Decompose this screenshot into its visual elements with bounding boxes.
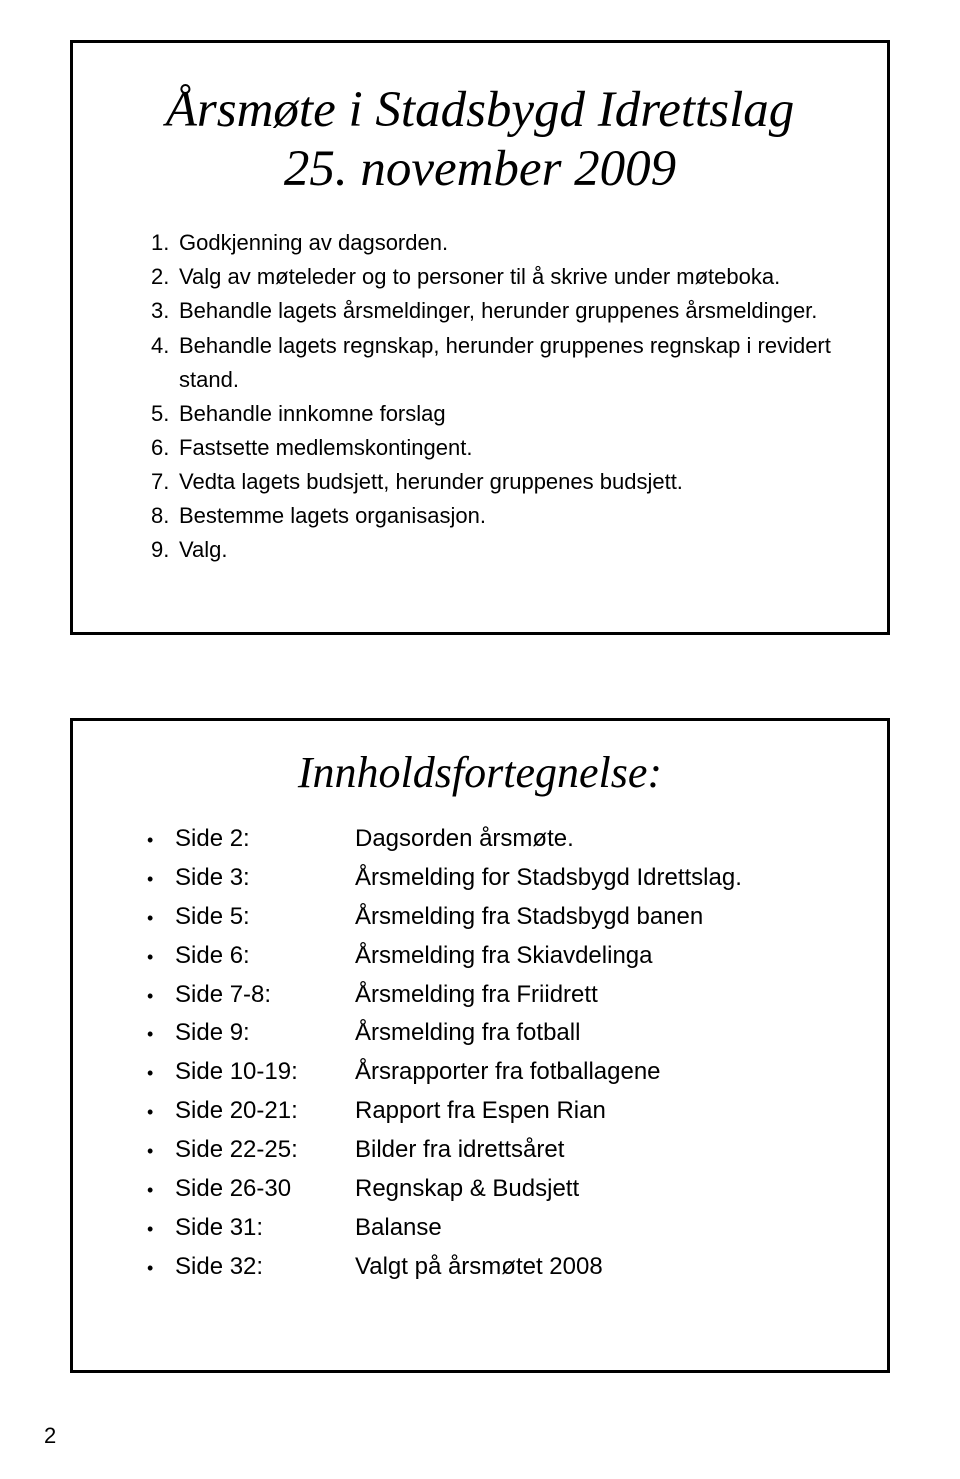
toc-item: Side 10-19:Årsrapporter fra fotballagene [147, 1053, 857, 1092]
toc-title: Innholdsfortegnelse: [103, 747, 857, 798]
toc-desc: Valgt på årsmøtet 2008 [355, 1248, 603, 1287]
title-line-2: 25. november 2009 [284, 141, 676, 197]
bullet-icon [147, 1131, 175, 1170]
toc-desc: Årsrapporter fra fotballagene [355, 1053, 661, 1092]
agenda-item: 3.Behandle lagets årsmeldinger, herunder… [145, 294, 843, 328]
bullet-icon [147, 1248, 175, 1287]
agenda-item-text: Valg av møteleder og to personer til å s… [179, 260, 780, 294]
toc-page: Side 2: [175, 820, 355, 859]
agenda-item: 7.Vedta lagets budsjett, herunder gruppe… [145, 465, 843, 499]
toc-item: Side 31:Balanse [147, 1209, 857, 1248]
toc-page: Side 10-19: [175, 1053, 355, 1092]
agenda-item-text: Bestemme lagets organisasjon. [179, 499, 486, 533]
toc-desc: Bilder fra idrettsåret [355, 1131, 564, 1170]
toc-box: Innholdsfortegnelse: Side 2:Dagsorden år… [70, 718, 890, 1373]
toc-desc: Årsmelding fra fotball [355, 1014, 580, 1053]
agenda-item: 5.Behandle innkomne forslag [145, 397, 843, 431]
toc-item: Side 9:Årsmelding fra fotball [147, 1014, 857, 1053]
agenda-item-number: 6. [151, 431, 179, 465]
bullet-icon [147, 859, 175, 898]
bullet-icon [147, 1053, 175, 1092]
toc-page: Side 22-25: [175, 1131, 355, 1170]
agenda-item: 6.Fastsette medlemskontingent. [145, 431, 843, 465]
toc-item: Side 6:Årsmelding fra Skiavdelinga [147, 937, 857, 976]
toc-desc: Årsmelding fra Stadsbygd banen [355, 898, 703, 937]
toc-desc: Balanse [355, 1209, 442, 1248]
toc-page: Side 26-30 [175, 1170, 355, 1209]
toc-desc: Årsmelding for Stadsbygd Idrettslag. [355, 859, 742, 898]
bullet-icon [147, 1092, 175, 1131]
toc-page: Side 9: [175, 1014, 355, 1053]
bullet-icon [147, 976, 175, 1015]
bullet-icon [147, 898, 175, 937]
bullet-icon [147, 1014, 175, 1053]
agenda-item-number: 2. [151, 260, 179, 294]
agenda-item: 9.Valg. [145, 533, 843, 567]
toc-item: Side 7-8:Årsmelding fra Friidrett [147, 976, 857, 1015]
toc-page: Side 3: [175, 859, 355, 898]
toc-item: Side 22-25:Bilder fra idrettsåret [147, 1131, 857, 1170]
agenda-item: 4.Behandle lagets regnskap, herunder gru… [145, 329, 843, 397]
toc-page: Side 7-8: [175, 976, 355, 1015]
agenda-item-text: Godkjenning av dagsorden. [179, 226, 448, 260]
agenda-item-number: 5. [151, 397, 179, 431]
agenda-item-text: Vedta lagets budsjett, herunder gruppene… [179, 465, 683, 499]
agenda-item-text: Behandle lagets årsmeldinger, herunder g… [179, 294, 817, 328]
agenda-item: 2.Valg av møteleder og to personer til å… [145, 260, 843, 294]
bullet-icon [147, 1209, 175, 1248]
bullet-icon [147, 937, 175, 976]
title-line-1: Årsmøte i Stadsbygd Idrettslag [166, 82, 795, 138]
toc-desc: Regnskap & Budsjett [355, 1170, 579, 1209]
toc-page: Side 5: [175, 898, 355, 937]
toc-page: Side 6: [175, 937, 355, 976]
toc-page: Side 31: [175, 1209, 355, 1248]
agenda-box: Årsmøte i Stadsbygd Idrettslag 25. novem… [70, 40, 890, 635]
bullet-icon [147, 820, 175, 859]
toc-item: Side 5:Årsmelding fra Stadsbygd banen [147, 898, 857, 937]
agenda-item-number: 1. [151, 226, 179, 260]
toc-item: Side 20-21:Rapport fra Espen Rian [147, 1092, 857, 1131]
toc-item: Side 26-30Regnskap & Budsjett [147, 1170, 857, 1209]
document-title: Årsmøte i Stadsbygd Idrettslag 25. novem… [117, 81, 843, 198]
agenda-item-number: 3. [151, 294, 179, 328]
agenda-item-text: Behandle innkomne forslag [179, 397, 446, 431]
toc-list: Side 2:Dagsorden årsmøte. Side 3:Årsmeld… [103, 820, 857, 1287]
toc-desc: Årsmelding fra Friidrett [355, 976, 598, 1015]
agenda-item-text: Behandle lagets regnskap, herunder grupp… [179, 329, 843, 397]
toc-desc: Årsmelding fra Skiavdelinga [355, 937, 652, 976]
agenda-item-number: 9. [151, 533, 179, 567]
agenda-item-text: Fastsette medlemskontingent. [179, 431, 472, 465]
page-number: 2 [44, 1423, 56, 1449]
agenda-item-text: Valg. [179, 533, 228, 567]
toc-desc: Dagsorden årsmøte. [355, 820, 574, 859]
agenda-item: 1.Godkjenning av dagsorden. [145, 226, 843, 260]
agenda-item-number: 4. [151, 329, 179, 397]
agenda-item-number: 8. [151, 499, 179, 533]
agenda-item-number: 7. [151, 465, 179, 499]
toc-page: Side 20-21: [175, 1092, 355, 1131]
toc-item: Side 3:Årsmelding for Stadsbygd Idrettsl… [147, 859, 857, 898]
toc-item: Side 32:Valgt på årsmøtet 2008 [147, 1248, 857, 1287]
toc-item: Side 2:Dagsorden årsmøte. [147, 820, 857, 859]
agenda-list: 1.Godkjenning av dagsorden. 2.Valg av mø… [117, 226, 843, 567]
toc-desc: Rapport fra Espen Rian [355, 1092, 606, 1131]
toc-page: Side 32: [175, 1248, 355, 1287]
bullet-icon [147, 1170, 175, 1209]
agenda-item: 8.Bestemme lagets organisasjon. [145, 499, 843, 533]
